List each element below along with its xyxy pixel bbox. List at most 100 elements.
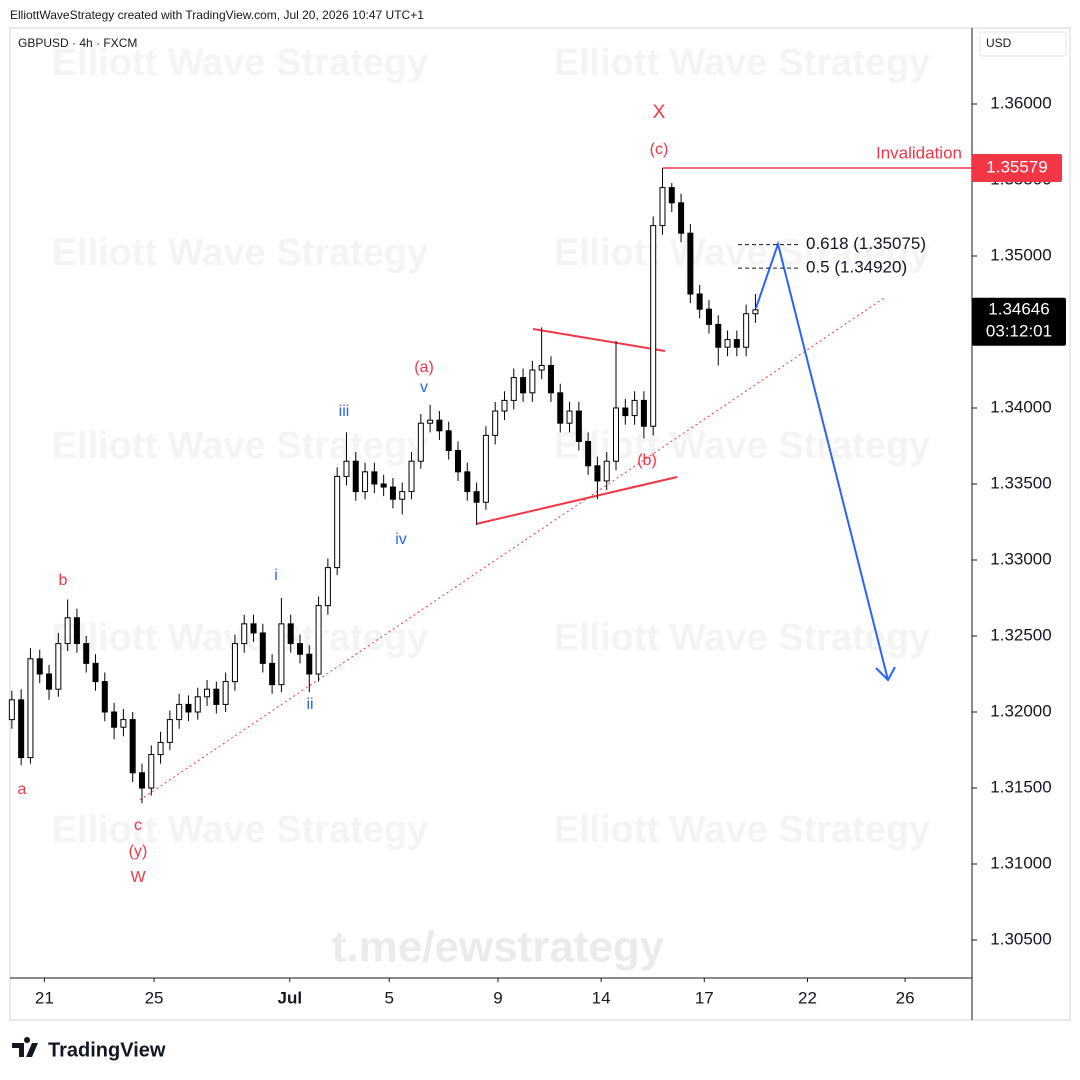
logo-mark xyxy=(12,1037,38,1057)
plot xyxy=(8,167,759,804)
candle-body xyxy=(324,567,331,607)
candle-body xyxy=(427,419,434,424)
last-price-tag xyxy=(972,297,1066,346)
candle-body xyxy=(557,392,564,424)
candle-body xyxy=(120,719,127,728)
candle-body xyxy=(455,450,462,473)
watermark: Elliott Wave Strategy xyxy=(554,232,931,274)
y-tick-label: 1.31000 xyxy=(990,853,1051,872)
wave-label: ii xyxy=(306,696,313,713)
candle-body xyxy=(715,323,722,348)
candle-body xyxy=(92,662,99,683)
wave-label: (y) xyxy=(129,843,148,860)
x-tick-label: 25 xyxy=(145,988,164,1007)
candle-body xyxy=(27,658,34,759)
candle-body xyxy=(464,471,471,493)
candle-body xyxy=(64,617,71,645)
wave-label: (c) xyxy=(650,141,669,158)
currency: USD xyxy=(986,36,1012,50)
candle-body xyxy=(46,673,53,690)
candle-body xyxy=(520,377,527,394)
candle-body xyxy=(213,688,220,705)
candle-body xyxy=(510,377,517,401)
watermarks: Elliott Wave Strategy Elliott Wave Strate… xyxy=(52,42,931,851)
candle-body xyxy=(334,475,341,569)
x-tick-label: 26 xyxy=(896,988,915,1007)
candle-body xyxy=(650,225,657,427)
candle-body xyxy=(250,623,257,634)
candle-body xyxy=(343,460,350,477)
y-tick-label: 1.35000 xyxy=(990,245,1051,264)
invalidation-label: Invalidation xyxy=(876,143,962,162)
brand: TradingView xyxy=(48,1039,166,1061)
projection xyxy=(755,240,889,681)
candle-body xyxy=(18,699,25,759)
currency-box[interactable] xyxy=(979,31,1067,57)
watermark: Elliott Wave Strategy xyxy=(554,617,931,659)
projection-arrowhead xyxy=(875,666,896,682)
brand-logo xyxy=(12,1037,38,1057)
x-tick-label: 21 xyxy=(35,988,54,1007)
candle-body xyxy=(538,364,545,371)
triangle-lower xyxy=(475,476,678,525)
watermark: Elliott Wave Strategy xyxy=(52,425,429,467)
frame xyxy=(9,27,1071,1021)
candle-body xyxy=(352,460,359,493)
channel-watermark: t.me/ewstrategy xyxy=(332,923,665,972)
candle-body xyxy=(417,422,424,462)
candle-body xyxy=(659,187,666,227)
y-tick-label: 1.34000 xyxy=(990,397,1051,416)
candle-body xyxy=(547,364,554,394)
candle-body xyxy=(185,703,192,713)
candle-body xyxy=(204,688,211,698)
watermark: Elliott Wave Strategy xyxy=(52,42,429,84)
candle-body xyxy=(8,699,15,721)
candle-body xyxy=(83,643,90,664)
wave-label: v xyxy=(420,379,428,396)
y-tick-label: 1.32500 xyxy=(990,625,1051,644)
candle-body xyxy=(408,460,415,493)
candle-body xyxy=(259,632,266,664)
watermark: Elliott Wave Strategy xyxy=(554,809,931,851)
y-tick-label: 1.36000 xyxy=(990,93,1051,112)
candle-body xyxy=(752,309,759,315)
wave-label: iv xyxy=(395,531,407,548)
candle-body xyxy=(241,623,248,645)
candle-body xyxy=(566,410,573,424)
candle-body xyxy=(594,465,601,482)
candle-body xyxy=(371,471,378,485)
candle-body xyxy=(585,440,592,467)
wave-label: i xyxy=(274,567,278,584)
candle-body xyxy=(492,410,499,436)
candle-body xyxy=(436,419,443,432)
candle-body xyxy=(157,741,164,756)
wave-label: a xyxy=(18,781,27,798)
candle-body xyxy=(622,407,629,417)
x-tick-label: 5 xyxy=(384,988,393,1007)
candle-body xyxy=(194,696,201,713)
wave-label: X xyxy=(653,102,666,123)
candle-body xyxy=(705,308,712,325)
chart-title: GBPUSD · 4h · FXCM xyxy=(18,36,137,50)
candle-body xyxy=(231,643,238,683)
candle-body xyxy=(696,293,703,310)
wave-label: iii xyxy=(339,403,350,420)
candle-body xyxy=(111,711,118,728)
candle-body xyxy=(73,617,80,645)
candle-body xyxy=(278,623,285,686)
countdown: 03:12:01 xyxy=(986,321,1052,340)
candle-body xyxy=(166,719,173,743)
candle-body xyxy=(743,313,750,348)
x-tick-label: 17 xyxy=(695,988,714,1007)
y-tick-label: 1.31500 xyxy=(990,777,1051,796)
candle-body xyxy=(678,202,685,234)
invalidation-tag xyxy=(972,153,1062,182)
candle-body xyxy=(176,703,183,721)
candle-body xyxy=(575,410,582,442)
candle-body xyxy=(306,653,313,675)
candle-body xyxy=(640,399,647,427)
candle-body xyxy=(362,471,369,493)
